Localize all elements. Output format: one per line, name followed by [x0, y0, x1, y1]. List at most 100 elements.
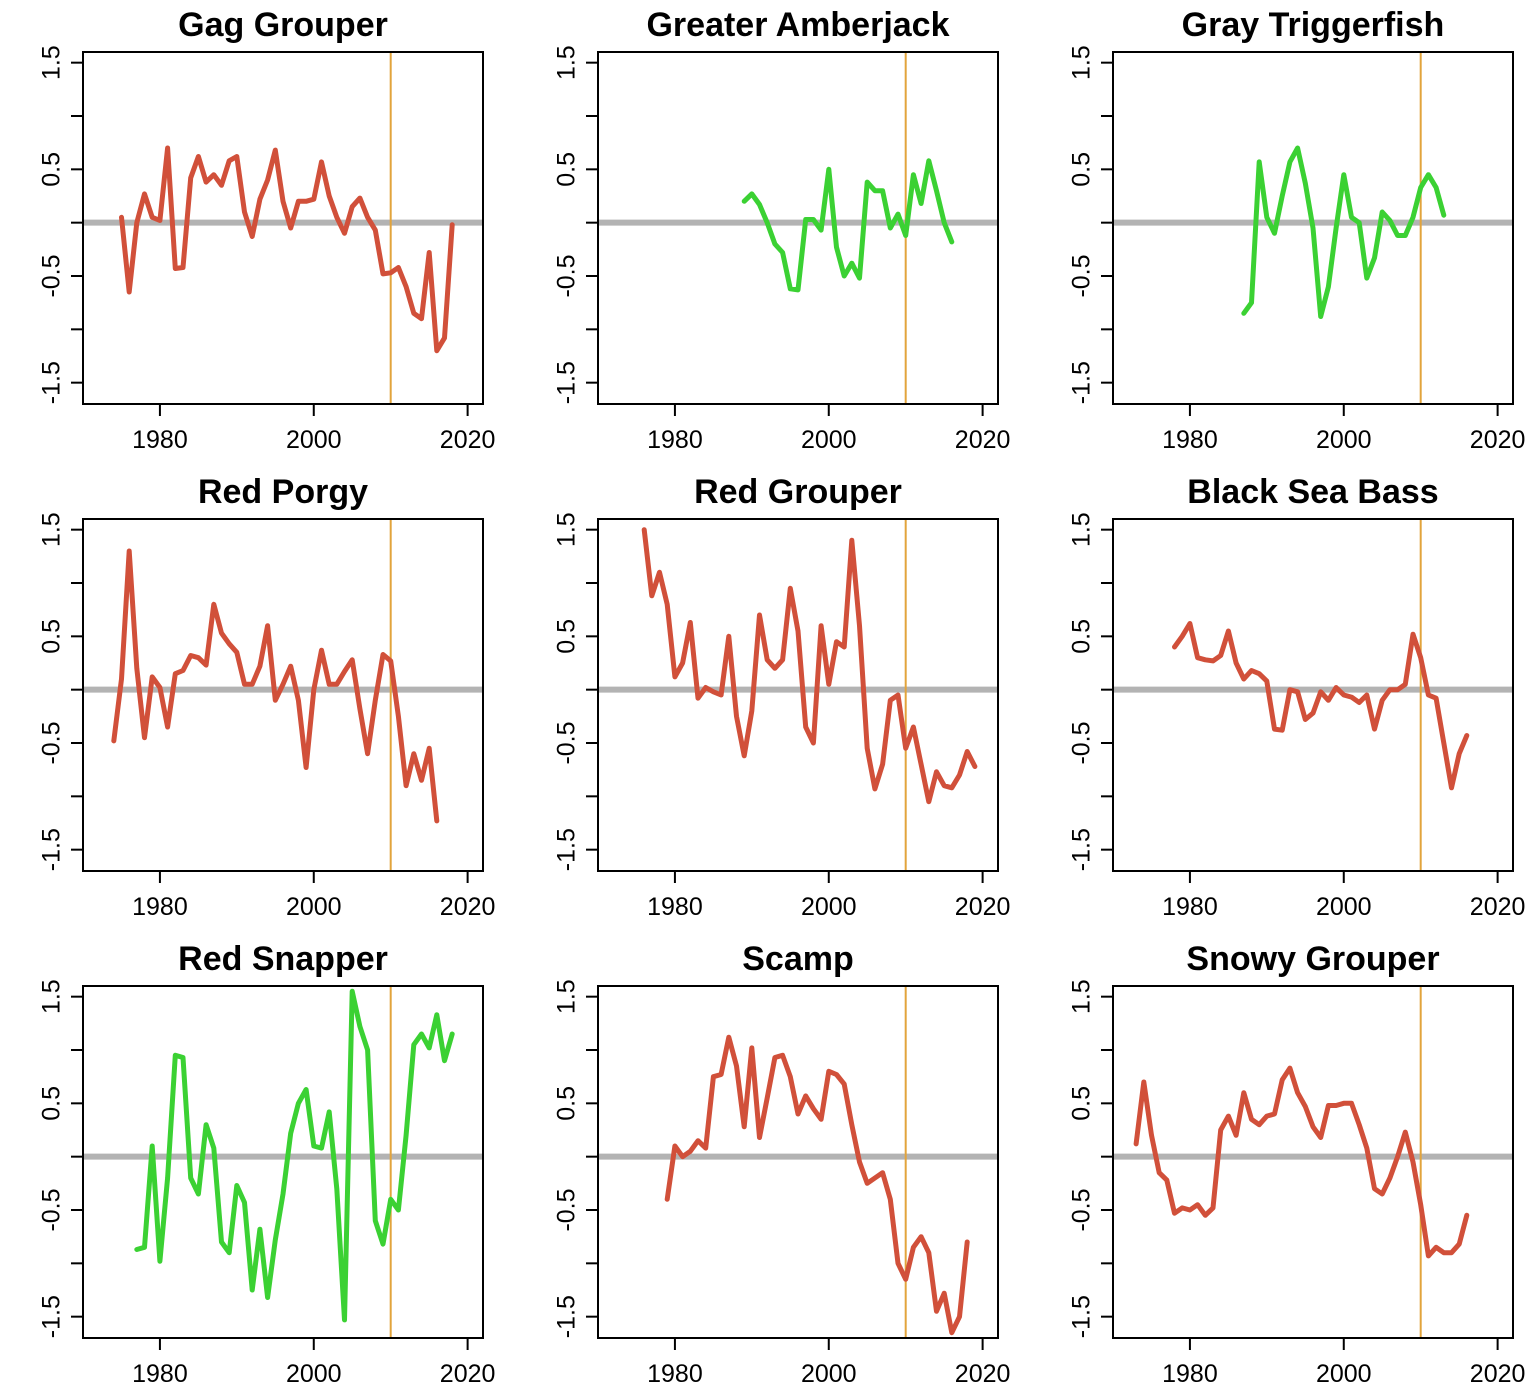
series-line: [119, 145, 455, 354]
y-tick-label: 1.5: [553, 45, 581, 80]
series-line: [1133, 1065, 1470, 1259]
x-tick-label: 1980: [647, 426, 703, 454]
x-tick-label: 2020: [955, 426, 1011, 454]
y-tick-label: 0.5: [553, 152, 581, 187]
panel-title: Red Snapper: [178, 940, 388, 978]
series-line: [1172, 621, 1470, 791]
panel-scamp: Scamp 1980 2000 2020 1.5 0.5 -0.5 -1.5: [553, 940, 1011, 1388]
x-tick-label: 2000: [1316, 893, 1372, 921]
y-tick-label: 0.5: [38, 619, 66, 654]
panel-snowy-grouper: Snowy Grouper 1980 2000 2020 1.5 0.5 -0.5 -1.5: [1068, 940, 1526, 1388]
panel-gray-triggerfish: Gray Triggerfish 1980 2000 2020 1.5 0.5 -0.5 -1…: [1068, 6, 1526, 454]
x-tick-label: 2000: [1316, 1360, 1372, 1388]
plot-frame: [1112, 518, 1514, 872]
y-tick-label: -1.5: [38, 1295, 66, 1338]
x-tick-label: 1980: [647, 1360, 703, 1388]
x-tick-label: 2020: [1470, 1360, 1526, 1388]
y-tick-label: 1.5: [1068, 979, 1096, 1014]
x-tick-label: 1980: [132, 1360, 188, 1388]
y-tick-label: -1.5: [38, 828, 66, 871]
x-tick-label: 2000: [801, 426, 857, 454]
y-tick-label: -0.5: [38, 254, 66, 297]
y-tick-label: 0.5: [1068, 152, 1096, 187]
series-line: [664, 1034, 970, 1336]
y-tick-label: 0.5: [1068, 619, 1096, 654]
y-tick-label: -0.5: [1068, 721, 1096, 764]
plot-frame: [1112, 51, 1514, 405]
x-tick-label: 1980: [1162, 426, 1218, 454]
plot-frame: [82, 51, 484, 405]
y-tick-label: 1.5: [553, 512, 581, 547]
y-tick-label: -0.5: [38, 721, 66, 764]
x-tick-label: 1980: [647, 893, 703, 921]
plot-frame: [597, 51, 999, 405]
y-tick-label: -0.5: [1068, 254, 1096, 297]
panel-title: Scamp: [742, 940, 854, 978]
y-tick-label: 0.5: [38, 1086, 66, 1121]
y-tick-label: 1.5: [553, 979, 581, 1014]
y-tick-label: -0.5: [553, 254, 581, 297]
y-tick-label: -1.5: [1068, 1295, 1096, 1338]
x-tick-label: 1980: [1162, 1360, 1218, 1388]
x-tick-label: 2020: [955, 1360, 1011, 1388]
y-tick-label: -1.5: [1068, 361, 1096, 404]
x-tick-label: 2000: [801, 1360, 857, 1388]
y-tick-label: -0.5: [553, 1188, 581, 1231]
panel-title: Snowy Grouper: [1186, 940, 1439, 978]
y-tick-label: 1.5: [1068, 512, 1096, 547]
plot-frame: [597, 985, 999, 1339]
x-tick-label: 2000: [801, 893, 857, 921]
panel-title: Gray Triggerfish: [1182, 6, 1445, 44]
x-tick-label: 1980: [132, 893, 188, 921]
series-line: [1241, 145, 1447, 319]
y-tick-label: -1.5: [553, 828, 581, 871]
panel-red-snapper: Red Snapper 1980 2000 2020 1.5 0.5 -0.5 -1.5: [38, 940, 496, 1388]
y-tick-label: 0.5: [38, 152, 66, 187]
x-tick-label: 1980: [132, 426, 188, 454]
x-tick-label: 2020: [440, 1360, 496, 1388]
x-tick-label: 2020: [440, 893, 496, 921]
y-tick-label: 0.5: [1068, 1086, 1096, 1121]
x-tick-label: 2020: [440, 426, 496, 454]
x-tick-label: 1980: [1162, 893, 1218, 921]
panel-title: Black Sea Bass: [1187, 473, 1438, 511]
panel-gag-grouper: Gag Grouper 1980 2000 2020 1.5 0.5 -0.5 -1.5: [38, 6, 496, 454]
panel-red-porgy: Red Porgy 1980 2000 2020 1.5 0.5 -0.5 -1.5: [38, 473, 496, 921]
panel-title: Gag Grouper: [178, 6, 388, 44]
y-tick-label: 1.5: [38, 45, 66, 80]
plot-frame: [597, 518, 999, 872]
y-tick-label: -1.5: [553, 361, 581, 404]
x-tick-label: 2020: [955, 893, 1011, 921]
y-tick-label: 0.5: [553, 1086, 581, 1121]
y-tick-label: -0.5: [1068, 1188, 1096, 1231]
y-tick-label: -0.5: [553, 721, 581, 764]
series-line: [641, 527, 978, 805]
panel-red-grouper: Red Grouper 1980 2000 2020 1.5 0.5 -0.5 -1.5: [553, 473, 1011, 921]
y-tick-label: 1.5: [1068, 45, 1096, 80]
plot-frame: [82, 518, 484, 872]
y-tick-label: 1.5: [38, 512, 66, 547]
series-line: [741, 158, 955, 293]
y-tick-label: -1.5: [553, 1295, 581, 1338]
x-tick-label: 2020: [1470, 426, 1526, 454]
x-tick-label: 2000: [286, 426, 342, 454]
plot-frame: [1112, 985, 1514, 1339]
panel-title: Red Porgy: [198, 473, 368, 511]
x-tick-label: 2020: [1470, 893, 1526, 921]
panel-greater-amberjack: Greater Amberjack 1980 2000 2020 1.5 0.5 -0.5 -…: [553, 6, 1011, 454]
panel-black-sea-bass: Black Sea Bass 1980 2000 2020 1.5 0.5 -0.5 -1.5: [1068, 473, 1526, 921]
panel-title: Red Grouper: [694, 473, 902, 511]
series-line: [111, 548, 440, 824]
plot-frame: [82, 985, 484, 1339]
y-tick-label: -1.5: [1068, 828, 1096, 871]
series-line: [134, 988, 455, 1323]
y-tick-label: -0.5: [38, 1188, 66, 1231]
x-tick-label: 2000: [1316, 426, 1372, 454]
x-tick-label: 2000: [286, 1360, 342, 1388]
panel-title: Greater Amberjack: [646, 6, 949, 44]
x-tick-label: 2000: [286, 893, 342, 921]
y-tick-label: -1.5: [38, 361, 66, 404]
y-tick-label: 0.5: [553, 619, 581, 654]
y-tick-label: 1.5: [38, 979, 66, 1014]
